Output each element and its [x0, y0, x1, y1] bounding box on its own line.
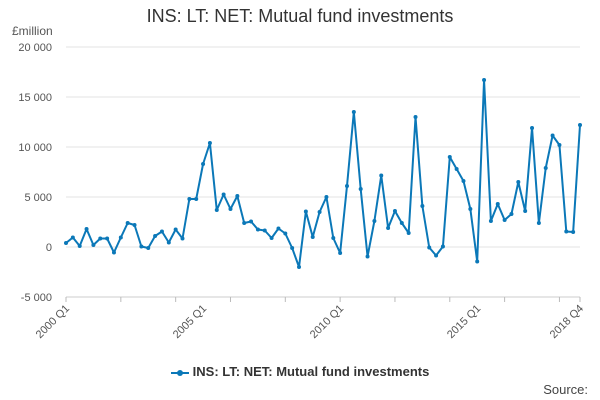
- chart-title: INS: LT: NET: Mutual fund investments: [146, 6, 454, 26]
- data-point[interactable]: [290, 246, 295, 250]
- data-point[interactable]: [118, 235, 123, 240]
- data-point[interactable]: [406, 231, 411, 235]
- data-point[interactable]: [180, 236, 185, 241]
- data-point[interactable]: [379, 173, 384, 178]
- data-point[interactable]: [98, 236, 103, 241]
- data-point[interactable]: [317, 210, 322, 214]
- data-point[interactable]: [502, 218, 507, 222]
- data-point[interactable]: [372, 219, 377, 223]
- data-point[interactable]: [392, 209, 397, 213]
- data-point[interactable]: [427, 245, 432, 250]
- data-point[interactable]: [255, 227, 260, 232]
- legend[interactable]: INS: LT: NET: Mutual fund investments: [0, 364, 600, 379]
- data-point[interactable]: [523, 209, 528, 213]
- data-point[interactable]: [153, 234, 158, 238]
- legend-swatch: [170, 368, 189, 378]
- x-axis: 2000 Q1 2005 Q1 2010 Q1 2015 Q1 2018 Q4: [34, 296, 586, 341]
- x-tick-label: 2000 Q1: [34, 303, 72, 341]
- data-point[interactable]: [173, 227, 178, 232]
- data-point[interactable]: [413, 115, 418, 119]
- y-tick-label: 0: [46, 242, 52, 254]
- data-point[interactable]: [358, 187, 363, 191]
- data-point[interactable]: [276, 226, 281, 231]
- data-point[interactable]: [125, 221, 130, 225]
- series-layer: [64, 78, 582, 269]
- data-point[interactable]: [64, 241, 68, 245]
- data-point[interactable]: [242, 221, 247, 225]
- data-point[interactable]: [91, 243, 96, 247]
- data-point[interactable]: [297, 265, 302, 269]
- data-point[interactable]: [166, 240, 171, 245]
- data-point[interactable]: [557, 143, 562, 147]
- data-point[interactable]: [194, 197, 199, 201]
- data-point[interactable]: [516, 180, 521, 184]
- data-point[interactable]: [331, 236, 336, 240]
- legend-label: INS: LT: NET: Mutual fund investments: [192, 364, 430, 379]
- x-tick-label: 2018 Q4: [548, 303, 586, 341]
- y-tick-label: 5 000: [24, 192, 52, 204]
- data-point[interactable]: [447, 155, 452, 159]
- data-point[interactable]: [564, 229, 569, 234]
- data-point[interactable]: [386, 226, 391, 230]
- data-point[interactable]: [420, 204, 425, 208]
- data-point[interactable]: [434, 253, 439, 258]
- data-point[interactable]: [324, 195, 329, 199]
- data-point[interactable]: [139, 244, 144, 249]
- data-point[interactable]: [399, 221, 404, 225]
- gridlines: [66, 46, 580, 298]
- y-tick-label: 10 000: [18, 142, 52, 154]
- data-point[interactable]: [159, 229, 164, 234]
- data-point[interactable]: [310, 235, 315, 239]
- data-point[interactable]: [440, 244, 445, 249]
- data-point[interactable]: [70, 235, 75, 240]
- y-axis-unit-label: £million: [12, 24, 53, 38]
- data-point[interactable]: [77, 244, 82, 248]
- data-point[interactable]: [550, 133, 555, 138]
- data-point[interactable]: [269, 236, 274, 240]
- data-point[interactable]: [105, 236, 110, 241]
- data-point[interactable]: [571, 230, 576, 234]
- data-point[interactable]: [488, 219, 493, 223]
- data-point[interactable]: [365, 254, 370, 259]
- data-point[interactable]: [283, 231, 288, 236]
- data-point[interactable]: [509, 212, 514, 216]
- x-tick-label: 2005 Q1: [171, 303, 209, 341]
- x-tick-label: 2010 Q1: [308, 303, 346, 341]
- data-point[interactable]: [461, 179, 466, 183]
- data-point[interactable]: [187, 197, 192, 201]
- source-label: Source:: [543, 382, 588, 397]
- data-point[interactable]: [207, 141, 212, 145]
- data-point[interactable]: [235, 194, 240, 198]
- data-point[interactable]: [303, 209, 308, 214]
- y-tick-label: -5 000: [21, 292, 52, 304]
- data-point[interactable]: [495, 202, 500, 206]
- y-axis-ticks: -5 000 0 5 000 10 000 15 000 20 000: [18, 42, 52, 304]
- data-point[interactable]: [221, 192, 226, 197]
- data-point[interactable]: [536, 221, 541, 225]
- data-point[interactable]: [530, 126, 535, 130]
- data-point[interactable]: [214, 208, 219, 212]
- x-tick-label: 2015 Q1: [445, 303, 483, 341]
- data-point[interactable]: [262, 228, 267, 233]
- y-tick-label: 20 000: [18, 42, 52, 54]
- data-point[interactable]: [475, 259, 480, 264]
- data-point[interactable]: [84, 227, 89, 231]
- series-line: [65, 79, 581, 268]
- data-point[interactable]: [543, 166, 548, 170]
- data-point[interactable]: [344, 184, 349, 188]
- data-point[interactable]: [338, 251, 343, 255]
- data-point[interactable]: [351, 110, 356, 114]
- data-point[interactable]: [146, 246, 151, 250]
- data-point[interactable]: [454, 167, 459, 171]
- data-point[interactable]: [468, 207, 473, 211]
- data-point[interactable]: [578, 123, 582, 127]
- data-point[interactable]: [482, 78, 487, 82]
- data-point[interactable]: [249, 219, 254, 224]
- y-tick-label: 15 000: [18, 92, 52, 104]
- data-point[interactable]: [132, 223, 137, 227]
- data-point[interactable]: [111, 250, 116, 255]
- data-point[interactable]: [228, 207, 233, 211]
- data-point[interactable]: [201, 162, 206, 166]
